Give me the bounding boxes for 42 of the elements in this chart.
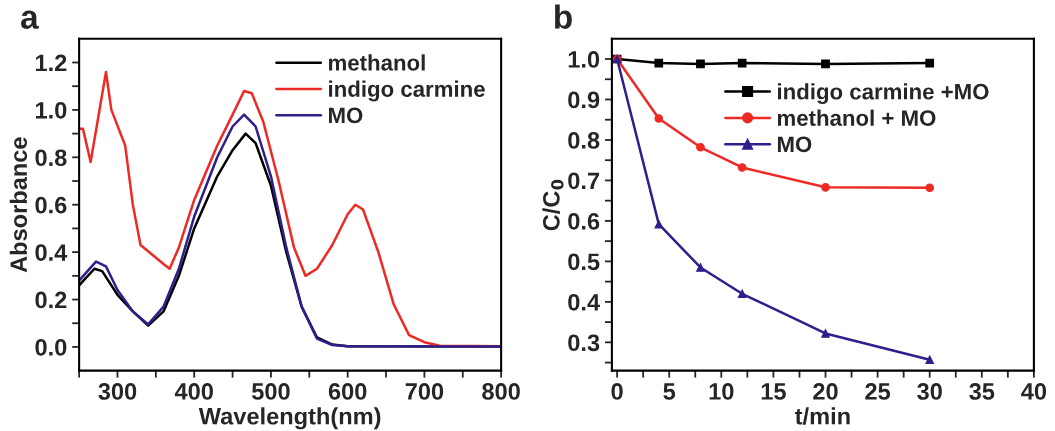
x-tick-label: 800 bbox=[482, 383, 520, 400]
x-tick-label: 25 bbox=[865, 383, 891, 400]
y-tick-label: 0.6 bbox=[35, 196, 67, 214]
y-tick-label: 0.5 bbox=[568, 253, 600, 271]
x-tick-label: 10 bbox=[709, 383, 734, 400]
y-tick-label: 0.4 bbox=[35, 244, 68, 261]
x-axis-title: t/min bbox=[794, 407, 850, 425]
y-tick-label: 1.2 bbox=[35, 54, 67, 72]
text: a bbox=[21, 10, 39, 29]
text: b bbox=[555, 4, 572, 29]
legend-label: MO bbox=[777, 136, 812, 153]
y-tick-label: 0.6 bbox=[568, 212, 600, 230]
x-tick-label: 30 bbox=[917, 383, 942, 400]
legend-label: methanol bbox=[328, 54, 425, 71]
legend-label: methanol + MO bbox=[777, 109, 936, 126]
x-tick-label: 400 bbox=[174, 383, 213, 400]
y-tick-label: 1.0 bbox=[35, 101, 67, 119]
x-tick-label: 35 bbox=[969, 383, 995, 400]
y-tick-label: 0.2 bbox=[35, 291, 67, 309]
y-tick-label: 1.0 bbox=[568, 51, 600, 68]
y-axis-title: C/C$_{0}$ bbox=[542, 179, 564, 231]
x-tick-label: 300 bbox=[98, 383, 137, 400]
x-tick-label: 600 bbox=[328, 383, 367, 400]
y-tick-label: 0.0 bbox=[35, 339, 67, 356]
x-axis-title: Wavelength(nm) bbox=[198, 407, 381, 430]
legend-label: indigo carmine +MO bbox=[778, 83, 989, 105]
x-tick-label: 500 bbox=[251, 383, 290, 400]
x-tick-label: 20 bbox=[813, 383, 838, 400]
legend-label: indigo carmine bbox=[329, 80, 485, 102]
y-tick-label: 0.3 bbox=[568, 334, 600, 352]
y-tick-label: 0.8 bbox=[568, 132, 600, 149]
y-axis-title: Absorbance bbox=[9, 137, 28, 273]
x-tick-label: 15 bbox=[761, 383, 786, 400]
y-tick-label: 0.8 bbox=[35, 149, 67, 167]
x-tick-label: 0 bbox=[611, 383, 623, 400]
y-tick-label: 0.9 bbox=[568, 91, 600, 109]
y-tick-label: 0.4 bbox=[568, 293, 600, 311]
x-tick-label: 40 bbox=[1021, 383, 1047, 400]
x-tick-label: 700 bbox=[405, 383, 444, 400]
legend-label: MO bbox=[329, 107, 363, 124]
y-tick-label: 0.7 bbox=[568, 172, 600, 190]
x-tick-label: 5 bbox=[663, 383, 676, 400]
